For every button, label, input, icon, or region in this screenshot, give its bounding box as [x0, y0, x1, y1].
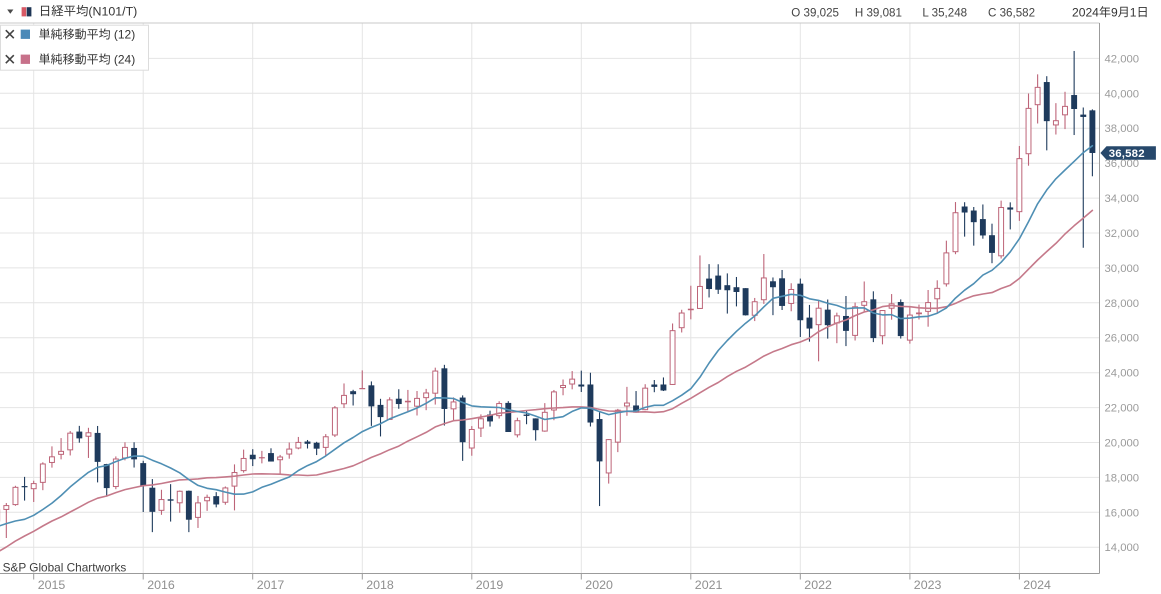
svg-text:2020: 2020 [585, 578, 613, 592]
svg-text:2021: 2021 [695, 578, 723, 592]
svg-text:40,000: 40,000 [1105, 88, 1140, 100]
svg-text:30,000: 30,000 [1105, 263, 1140, 275]
svg-text:O 39,025: O 39,025 [791, 7, 839, 20]
svg-text:28,000: 28,000 [1105, 298, 1140, 310]
svg-text:20,000: 20,000 [1105, 438, 1140, 450]
svg-text:9: 9 [1111, 5, 1118, 19]
svg-text:1: 1 [1130, 5, 1137, 19]
svg-text:2018: 2018 [366, 578, 394, 592]
svg-text:2024: 2024 [1072, 5, 1099, 19]
svg-text:32,000: 32,000 [1105, 228, 1140, 240]
svg-text:22,000: 22,000 [1105, 403, 1140, 415]
svg-text:2024: 2024 [1023, 578, 1051, 592]
svg-text:18,000: 18,000 [1105, 472, 1140, 484]
svg-text:16,000: 16,000 [1105, 507, 1140, 519]
svg-text:(12): (12) [114, 28, 135, 42]
svg-text:H 39,081: H 39,081 [855, 7, 902, 20]
svg-text:2017: 2017 [257, 578, 285, 592]
svg-text:2015: 2015 [38, 578, 66, 592]
svg-text:S&P Global Chartworks: S&P Global Chartworks [3, 561, 127, 575]
svg-text:36,000: 36,000 [1105, 158, 1140, 170]
svg-text:C 36,582: C 36,582 [988, 7, 1035, 20]
svg-text:2022: 2022 [804, 578, 832, 592]
svg-text:42,000: 42,000 [1105, 53, 1140, 65]
svg-text:2019: 2019 [476, 578, 504, 592]
svg-text:24,000: 24,000 [1105, 368, 1140, 380]
svg-text:36,582: 36,582 [1109, 148, 1145, 160]
svg-text:26,000: 26,000 [1105, 333, 1140, 345]
svg-text:14,000: 14,000 [1105, 542, 1140, 554]
svg-text:34,000: 34,000 [1105, 193, 1140, 205]
svg-text:38,000: 38,000 [1105, 123, 1140, 135]
svg-text:(N101/T): (N101/T) [88, 4, 137, 18]
svg-text:2016: 2016 [147, 578, 175, 592]
svg-text:(24): (24) [114, 53, 135, 67]
svg-text:L 35,248: L 35,248 [922, 7, 967, 20]
svg-text:2023: 2023 [914, 578, 942, 592]
